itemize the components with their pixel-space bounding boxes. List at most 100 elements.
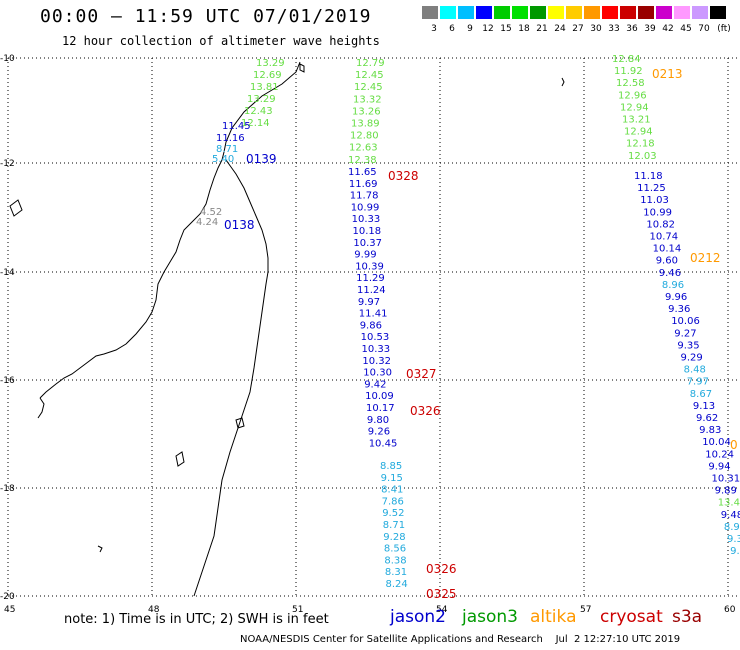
longitude-label: 48 — [148, 605, 160, 615]
legend-jason2: jason2 — [390, 607, 446, 627]
scale-tick-label: 33 — [608, 24, 620, 34]
footnote: note: 1) Time is in UTC; 2) SWH is in fe… — [64, 612, 329, 627]
wave-height-value: 10.14 — [653, 244, 682, 255]
wave-height-value: 10.33 — [362, 344, 391, 355]
scale-tick-label: 30 — [590, 24, 602, 34]
wave-height-value: 13.89 — [351, 119, 380, 130]
wave-height-value: 9.26 — [368, 427, 390, 438]
scale-swatch — [584, 6, 600, 19]
scale-tick-label: 70 — [698, 24, 710, 34]
wave-height-value: 11.18 — [634, 171, 663, 182]
coastline-east — [193, 159, 269, 597]
wave-height-value: 12.03 — [628, 151, 657, 162]
wave-height-value: 9.35 — [677, 340, 699, 351]
wave-height-value: 12.84 — [612, 54, 641, 65]
legend-altika: altika — [530, 607, 577, 627]
wave-height-value: 12.58 — [616, 78, 645, 89]
wave-height-value: 12.45 — [354, 82, 383, 93]
credit-line: NOAA/NESDIS Center for Satellite Applica… — [240, 634, 681, 645]
wave-height-value: 11.65 — [348, 167, 377, 178]
wave-height-value: 9.13 — [693, 401, 715, 412]
wave-height-value: 9.80 — [367, 415, 389, 426]
scale-tick-label: (ft) — [717, 24, 731, 34]
wave-height-value: 9.83 — [699, 425, 721, 436]
wave-height-value: 10.37 — [353, 238, 382, 249]
pass-time-label: 0326 — [426, 562, 457, 576]
legend-jason3: jason3 — [462, 607, 518, 627]
pass-time-labels: 0139 0138 0328 0327 0326 0326 0325 0213 0212 0 — [224, 67, 738, 601]
wave-height-value: 12.38 — [348, 155, 377, 166]
wave-height-value: 4.52 — [200, 207, 222, 218]
latitude-label: -20 — [0, 592, 15, 602]
scale-swatch — [674, 6, 690, 19]
wave-height-tracks: 13.2912.6913.8113.2912.4312.1411.4511.16… — [196, 54, 740, 590]
wave-height-value: 8.48 — [684, 365, 706, 376]
wave-height-value: 9.28 — [383, 532, 405, 543]
wave-height-value: 9.62 — [696, 413, 718, 424]
wave-height-value: 12.43 — [244, 106, 273, 117]
longitude-label: 51 — [292, 605, 303, 615]
wave-height-value: 9.99 — [354, 250, 376, 261]
scale-swatch — [710, 6, 726, 19]
scale-tick-label: 42 — [662, 24, 674, 34]
wave-height-value: 10.45 — [369, 438, 398, 449]
wave-height-value: 9.94 — [708, 461, 730, 472]
scale-tick-label: 18 — [518, 24, 530, 34]
scale-swatch — [620, 6, 636, 19]
wave-height-value: 10.24 — [705, 449, 734, 460]
scale-swatch — [458, 6, 474, 19]
wave-height-value: 8.71 — [383, 520, 405, 531]
pass-time-label: 0212 — [690, 251, 721, 265]
legend-cryosat: cryosat — [600, 607, 663, 627]
wave-height-value: 11.16 — [216, 133, 245, 144]
wave-height-value: 9.46 — [659, 268, 681, 279]
wave-height-value: 9.96 — [665, 292, 687, 303]
wave-height-value: 10.31 — [712, 474, 740, 485]
scale-swatch — [656, 6, 672, 19]
pass-time-label: 0328 — [388, 169, 419, 183]
scale-tick-label: 36 — [626, 24, 638, 34]
wave-height-value: 11.92 — [614, 66, 643, 77]
wave-height-value: 10.04 — [702, 437, 731, 448]
wave-height-value: 10.39 — [355, 261, 384, 272]
map-title: 00:00 – 11:59 UTC 07/01/2019 — [40, 6, 372, 27]
coastline-main — [39, 61, 301, 399]
madagascar-coastline — [9, 61, 565, 597]
scale-swatch — [548, 6, 564, 19]
wave-height-value: 9.42 — [364, 379, 386, 390]
wave-height-value: 12.18 — [626, 139, 655, 150]
pass-time-label: 0 — [730, 438, 738, 452]
wave-height-value: 11.45 — [222, 121, 251, 132]
wave-height-value: 9.89 — [715, 486, 737, 497]
legend-s3a: s3a — [672, 607, 703, 627]
wave-height-value: 13.26 — [352, 106, 381, 117]
wave-height-value: 9.86 — [360, 320, 382, 331]
scale-tick-label: 39 — [644, 24, 656, 34]
scale-swatch — [566, 6, 582, 19]
axis-tick-labels: 45 48 51 54 57 60 -10 -12 -14 -16 -18 -20 — [0, 54, 736, 615]
wave-height-value: 11.25 — [637, 183, 666, 194]
wave-height-value: 9.3 — [727, 534, 740, 545]
scale-swatch — [494, 6, 510, 19]
wave-height-value: 11.69 — [349, 179, 378, 190]
longitude-label: 60 — [724, 605, 736, 615]
lat-lon-grid — [7, 57, 740, 597]
wave-height-value: 7.86 — [382, 496, 404, 507]
wave-height-value: 8.96 — [724, 522, 740, 533]
scale-swatch — [422, 6, 438, 19]
island-d — [175, 451, 185, 467]
scale-swatch — [692, 6, 708, 19]
wave-height-value: 12.79 — [356, 58, 385, 69]
island-f — [235, 417, 245, 429]
wave-height-value: 10.82 — [646, 219, 675, 230]
wave-height-value: 12.94 — [620, 102, 649, 113]
wave-height-value: 12.94 — [624, 127, 653, 138]
wave-height-value: 12.80 — [350, 131, 379, 142]
scale-tick-label: 12 — [482, 24, 494, 34]
island-e — [97, 545, 103, 553]
wave-height-value: 10.18 — [353, 226, 382, 237]
longitude-label: 45 — [4, 605, 15, 615]
scale-tick-label: 21 — [536, 24, 548, 34]
wave-height-value: 12.63 — [349, 143, 378, 154]
